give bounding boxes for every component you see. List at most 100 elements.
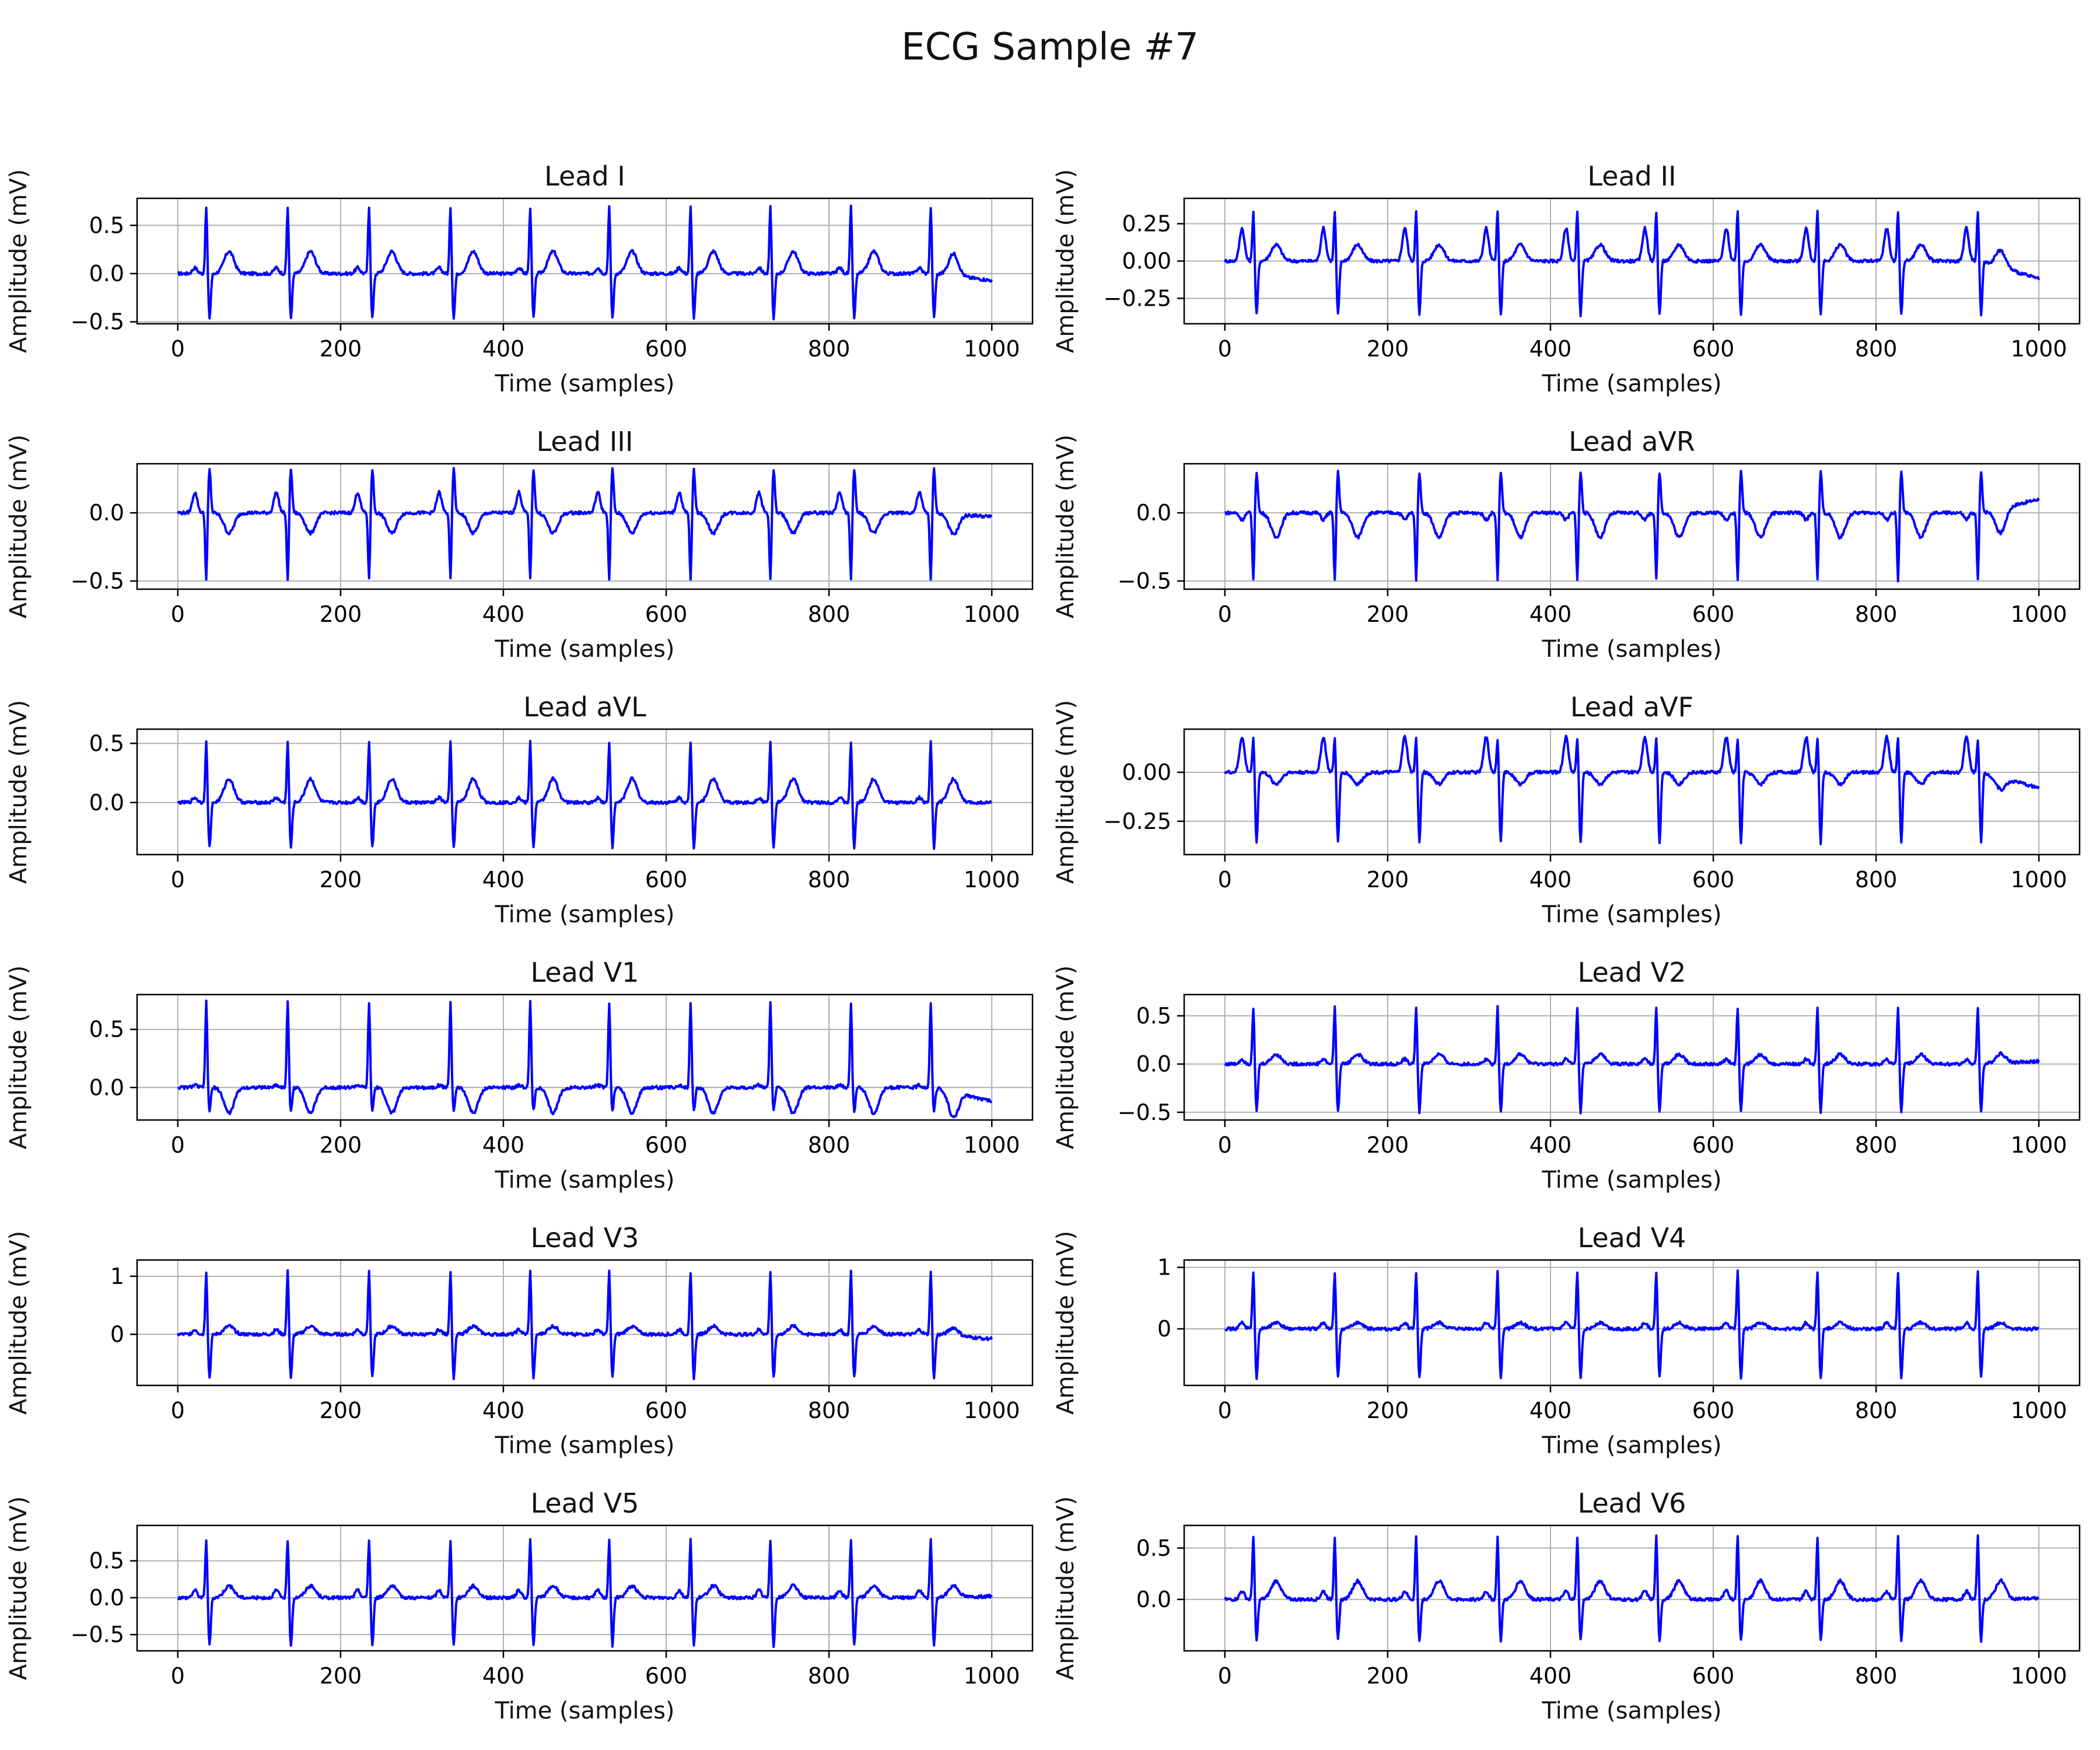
y-tick-label: 0.5 (1136, 1003, 1171, 1028)
y-tick-label: −0.5 (71, 309, 124, 335)
x-tick-label: 400 (482, 867, 525, 892)
y-tick-label: 0.5 (89, 730, 124, 756)
x-tick-label: 200 (320, 1132, 362, 1158)
x-tick-label: 800 (1855, 1663, 1898, 1689)
x-axis-label: Time (samples) (494, 370, 674, 397)
y-tick-label: 0.5 (89, 212, 124, 238)
x-axis-label: Time (samples) (1541, 1698, 1721, 1724)
x-tick-label: 600 (645, 601, 688, 627)
panel-title: Lead aVR (1569, 426, 1695, 457)
x-tick-label: 400 (1530, 1398, 1572, 1423)
lead-panel-V3: 0 200 400 600 800 1000 0 1 Lead V3 Time (samples)… (5, 1222, 1034, 1459)
panel-title: Lead I (544, 160, 625, 192)
series-line-lead-I (177, 204, 993, 321)
plot-frame (136, 1524, 1034, 1652)
x-axis-label: Time (samples) (494, 636, 674, 663)
x-tick-label: 800 (1855, 336, 1898, 362)
plot-frame (1183, 728, 2081, 856)
series-line-lead-aVR (1224, 470, 2041, 583)
y-tick-label: −0.5 (71, 1622, 124, 1647)
x-tick-label: 600 (645, 336, 688, 362)
panel-title: Lead V3 (531, 1222, 639, 1254)
x-tick-label: 800 (1855, 1398, 1898, 1423)
series-line-lead-II (1223, 209, 2041, 317)
lead-panel-aVL: 0 200 400 600 800 1000 0.0 0.5 Lead aVL Time (sam… (5, 691, 1034, 928)
y-tick-label: 0 (110, 1321, 124, 1347)
x-tick-label: 200 (320, 601, 362, 627)
x-tick-label: 1000 (964, 1132, 1020, 1158)
y-axis-label: Amplitude (mV) (5, 700, 32, 884)
x-tick-label: 1000 (964, 601, 1020, 627)
lead-panel-I: 0 200 400 600 800 1000 −0.5 0.0 0.5 Lead I Time (s… (5, 160, 1034, 397)
x-tick-label: 400 (1530, 1132, 1572, 1158)
x-tick-label: 200 (1367, 1132, 1409, 1158)
y-tick-label: 0.0 (89, 261, 124, 286)
x-tick-label: 200 (1367, 336, 1409, 362)
y-tick-label: −0.25 (1104, 285, 1171, 311)
x-axis-label: Time (samples) (1541, 370, 1721, 397)
x-tick-label: 0 (1218, 1663, 1232, 1689)
series-line-lead-V2 (1224, 1005, 2041, 1115)
y-tick-label: 0 (1157, 1316, 1171, 1342)
y-tick-label: 0.5 (89, 1548, 124, 1574)
y-axis-label: Amplitude (mV) (5, 1496, 32, 1680)
x-tick-label: 0 (171, 867, 185, 892)
x-tick-label: 400 (1530, 336, 1572, 362)
x-tick-label: 0 (171, 601, 185, 627)
panel-title: Lead aVF (1570, 691, 1693, 723)
x-tick-label: 1000 (2011, 336, 2067, 362)
y-tick-label: 0.00 (1122, 249, 1171, 274)
y-tick-label: 0.0 (89, 500, 124, 526)
panel-title: Lead aVL (523, 691, 646, 723)
x-tick-label: 400 (482, 1398, 525, 1423)
series-line-lead-V3 (176, 1269, 993, 1381)
x-tick-label: 600 (645, 1663, 688, 1689)
y-tick-label: 0.25 (1122, 211, 1171, 237)
x-tick-label: 600 (1692, 601, 1735, 627)
panel-title: Lead III (537, 426, 634, 457)
y-axis-label: Amplitude (mV) (5, 965, 32, 1149)
y-tick-label: −0.25 (1104, 808, 1171, 834)
lead-panel-V2: 0 200 400 600 800 1000 −0.5 0.0 0.5 Lead V2 Time (… (1052, 957, 2081, 1194)
y-tick-label: 0.0 (1136, 1587, 1171, 1612)
x-axis-label: Time (samples) (1541, 636, 1721, 663)
y-tick-label: 0.0 (1136, 500, 1171, 526)
lead-panel-V1: 0 200 400 600 800 1000 0.0 0.5 Lead V1 Time (samp… (5, 957, 1034, 1194)
x-axis-label: Time (samples) (494, 1698, 674, 1724)
x-tick-label: 0 (171, 1132, 185, 1158)
series-line-lead-V5 (177, 1538, 993, 1648)
x-tick-label: 600 (1692, 1132, 1735, 1158)
x-tick-label: 800 (808, 601, 850, 627)
x-tick-label: 200 (320, 1398, 362, 1423)
lead-panel-V4: 0 200 400 600 800 1000 0 1 Lead V4 Time (samples)… (1052, 1222, 2081, 1459)
panel-title: Lead V2 (1578, 957, 1686, 988)
lead-panel-II: 0 200 400 600 800 1000 −0.25 0.00 0.25 Lead II Tim… (1052, 160, 2081, 397)
x-tick-label: 0 (171, 336, 185, 362)
x-tick-label: 200 (1367, 1663, 1409, 1689)
x-tick-label: 600 (645, 867, 688, 892)
y-tick-label: 0.0 (89, 1074, 124, 1100)
series-line-lead-aVL (177, 740, 992, 850)
x-tick-label: 400 (482, 1132, 525, 1158)
x-tick-label: 600 (645, 1132, 688, 1158)
x-tick-label: 800 (808, 1398, 850, 1423)
x-tick-label: 600 (1692, 1663, 1735, 1689)
y-tick-label: −0.5 (1118, 568, 1171, 594)
x-tick-label: 1000 (2011, 867, 2067, 892)
x-tick-label: 200 (1367, 867, 1409, 892)
lead-panel-aVF: 0 200 400 600 800 1000 −0.25 0.00 Lead aVF Time (… (1052, 691, 2081, 928)
x-tick-label: 1000 (964, 867, 1020, 892)
y-axis-label: Amplitude (mV) (1052, 1496, 1079, 1680)
x-tick-label: 200 (1367, 1398, 1409, 1423)
y-axis-label: Amplitude (mV) (5, 169, 32, 353)
x-tick-label: 800 (1855, 601, 1898, 627)
plot-frame (136, 728, 1034, 856)
plot-frame (1183, 1524, 2081, 1652)
x-axis-label: Time (samples) (1541, 1167, 1721, 1194)
y-axis-label: Amplitude (mV) (1052, 169, 1079, 353)
x-tick-label: 800 (808, 1132, 850, 1158)
plot-frame (1183, 1259, 2081, 1387)
y-tick-label: 0.0 (1136, 1051, 1171, 1077)
x-tick-label: 0 (1218, 1398, 1232, 1423)
